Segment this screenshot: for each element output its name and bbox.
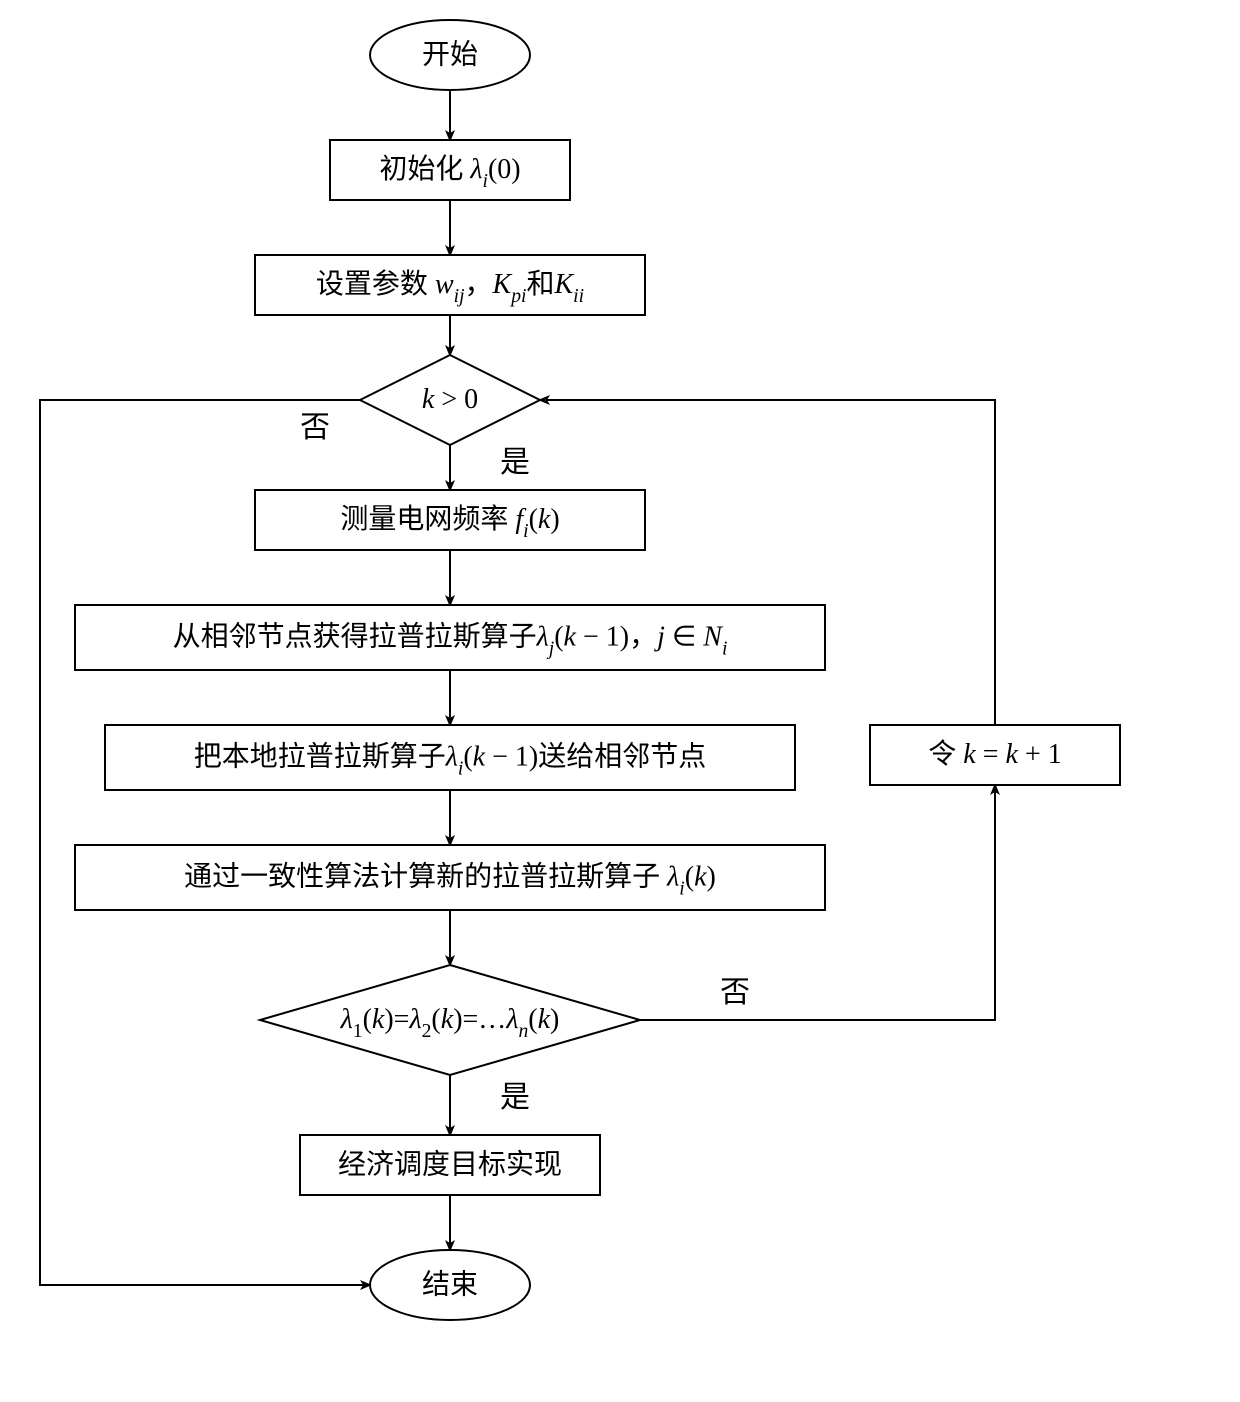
start-label: 开始 xyxy=(422,38,478,70)
e_dec2_no-label: 否 xyxy=(720,976,750,1009)
inc-label: 令 k = k + 1 xyxy=(928,738,1061,770)
e_inc_dec1 xyxy=(540,400,995,725)
e_dec1_no-label: 否 xyxy=(300,411,330,444)
e_dec2_yes-label: 是 xyxy=(500,1081,530,1114)
dec1-label: k > 0 xyxy=(422,384,478,415)
end-label: 结束 xyxy=(422,1268,478,1300)
flowchart-svg: 是否是否开始初始化 λi(0)设置参数 wij，Kpi和Kiik > 0测量电网… xyxy=(0,0,1240,1402)
e_dec1_yes-label: 是 xyxy=(500,446,530,479)
goal-label: 经济调度目标实现 xyxy=(338,1148,562,1180)
